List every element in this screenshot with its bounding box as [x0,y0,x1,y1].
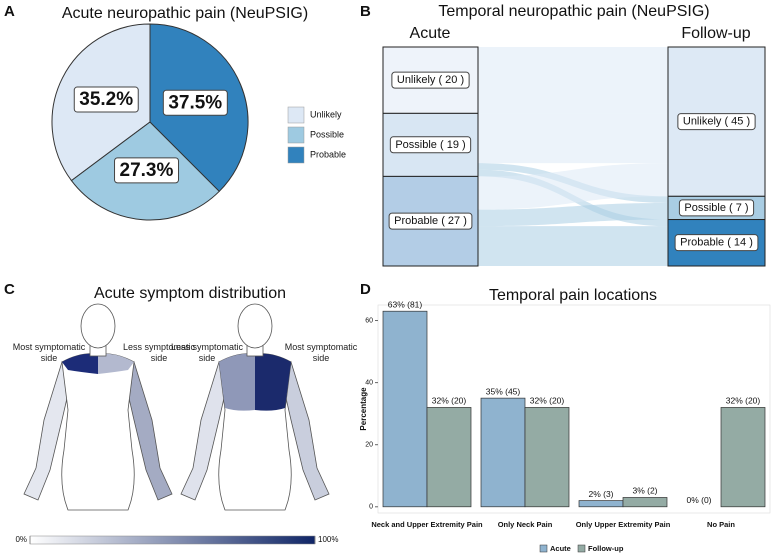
bar [382,310,428,508]
value-label: Unlikely ( 45 ) [683,116,750,128]
label-box [114,157,180,184]
flow [478,202,668,227]
y-tick-label: 20 [365,442,373,449]
panel-letter: B [360,3,371,20]
value-label: 3% (2) [632,486,657,496]
y-tick-label: 0 [369,504,373,511]
label-box [388,212,473,230]
legend-label: Acute [550,544,571,553]
bar [622,497,668,508]
panel-letter: D [360,281,371,298]
bar [524,407,570,508]
label-box [389,136,472,154]
x-tick-label: No Pain [707,520,735,529]
bar [578,500,624,508]
flow [478,113,668,164]
shade [62,353,98,374]
chart-title: Temporal pain locations [489,287,657,304]
label-box [391,71,470,89]
plot-frame [377,304,771,514]
label-box [674,234,759,252]
value-label: 0% (0) [686,495,711,505]
legend-swatch [287,146,305,164]
y-tick-label: 60 [365,317,373,324]
shade [98,353,134,374]
value-label: 35.2% [79,89,133,110]
value-label: 2% (3) [588,489,613,499]
body-label: Most symptomatic side [284,342,358,363]
chart-title: Acute symptom distribution [94,285,286,302]
x-tick-label: Only Upper Extremity Pain [576,520,671,529]
legend-label: Unlikely [310,109,342,119]
head [237,303,273,349]
value-label: Possible ( 19 ) [395,139,465,151]
legend-swatch [577,544,586,553]
column-title: Follow-up [681,25,750,42]
value-label: Probable ( 27 ) [394,215,467,227]
flow [478,47,668,114]
chart-title: Temporal neuropathic pain (NeuPSIG) [438,3,709,20]
legend-label: Probable [310,149,346,159]
panel-letter: C [4,281,15,298]
bar [720,407,766,508]
legend-swatch [287,106,305,124]
label-box [678,199,755,217]
y-axis-label: Percentage [359,387,368,431]
value-label: 27.3% [120,160,174,181]
value-label: 32% (20) [530,396,565,406]
panel-letter: A [4,3,15,20]
value-label: Probable ( 14 ) [680,237,753,249]
chart-title: Acute neuropathic pain (NeuPSIG) [62,5,308,22]
body-label: Less symptomatic side [122,342,196,363]
value-label: Unlikely ( 20 ) [397,74,464,86]
body-label: Most symptomatic side [12,342,86,363]
colorbar-label: 100% [318,535,338,544]
column-title: Acute [410,25,451,42]
x-tick-label: Only Neck Pain [498,520,553,529]
value-label: Possible ( 7 ) [684,202,748,214]
legend-swatch [287,126,305,144]
value-label: 63% (81) [388,299,423,309]
shade [219,353,255,411]
colorbar-label: 0% [15,535,27,544]
shade [255,353,291,411]
label-box [162,89,228,116]
flow [478,163,668,210]
head [80,303,116,349]
x-tick-label: Neck and Upper Extremity Pain [371,520,483,529]
torso [61,353,135,511]
legend-swatch [539,544,548,553]
colorbar [29,535,316,545]
value-label: 37.5% [168,92,222,113]
y-tick-label: 40 [365,379,373,386]
value-label: 32% (20) [432,396,467,406]
flow [478,226,668,266]
label-box [73,86,139,113]
value-label: 32% (20) [726,396,761,406]
legend-label: Possible [310,129,344,139]
bar [480,397,526,508]
legend-label: Follow-up [588,544,624,553]
value-label: 35% (45) [486,386,521,396]
body-label: Less symptomatic side [170,342,244,363]
bar [426,407,472,508]
label-box [677,113,756,131]
